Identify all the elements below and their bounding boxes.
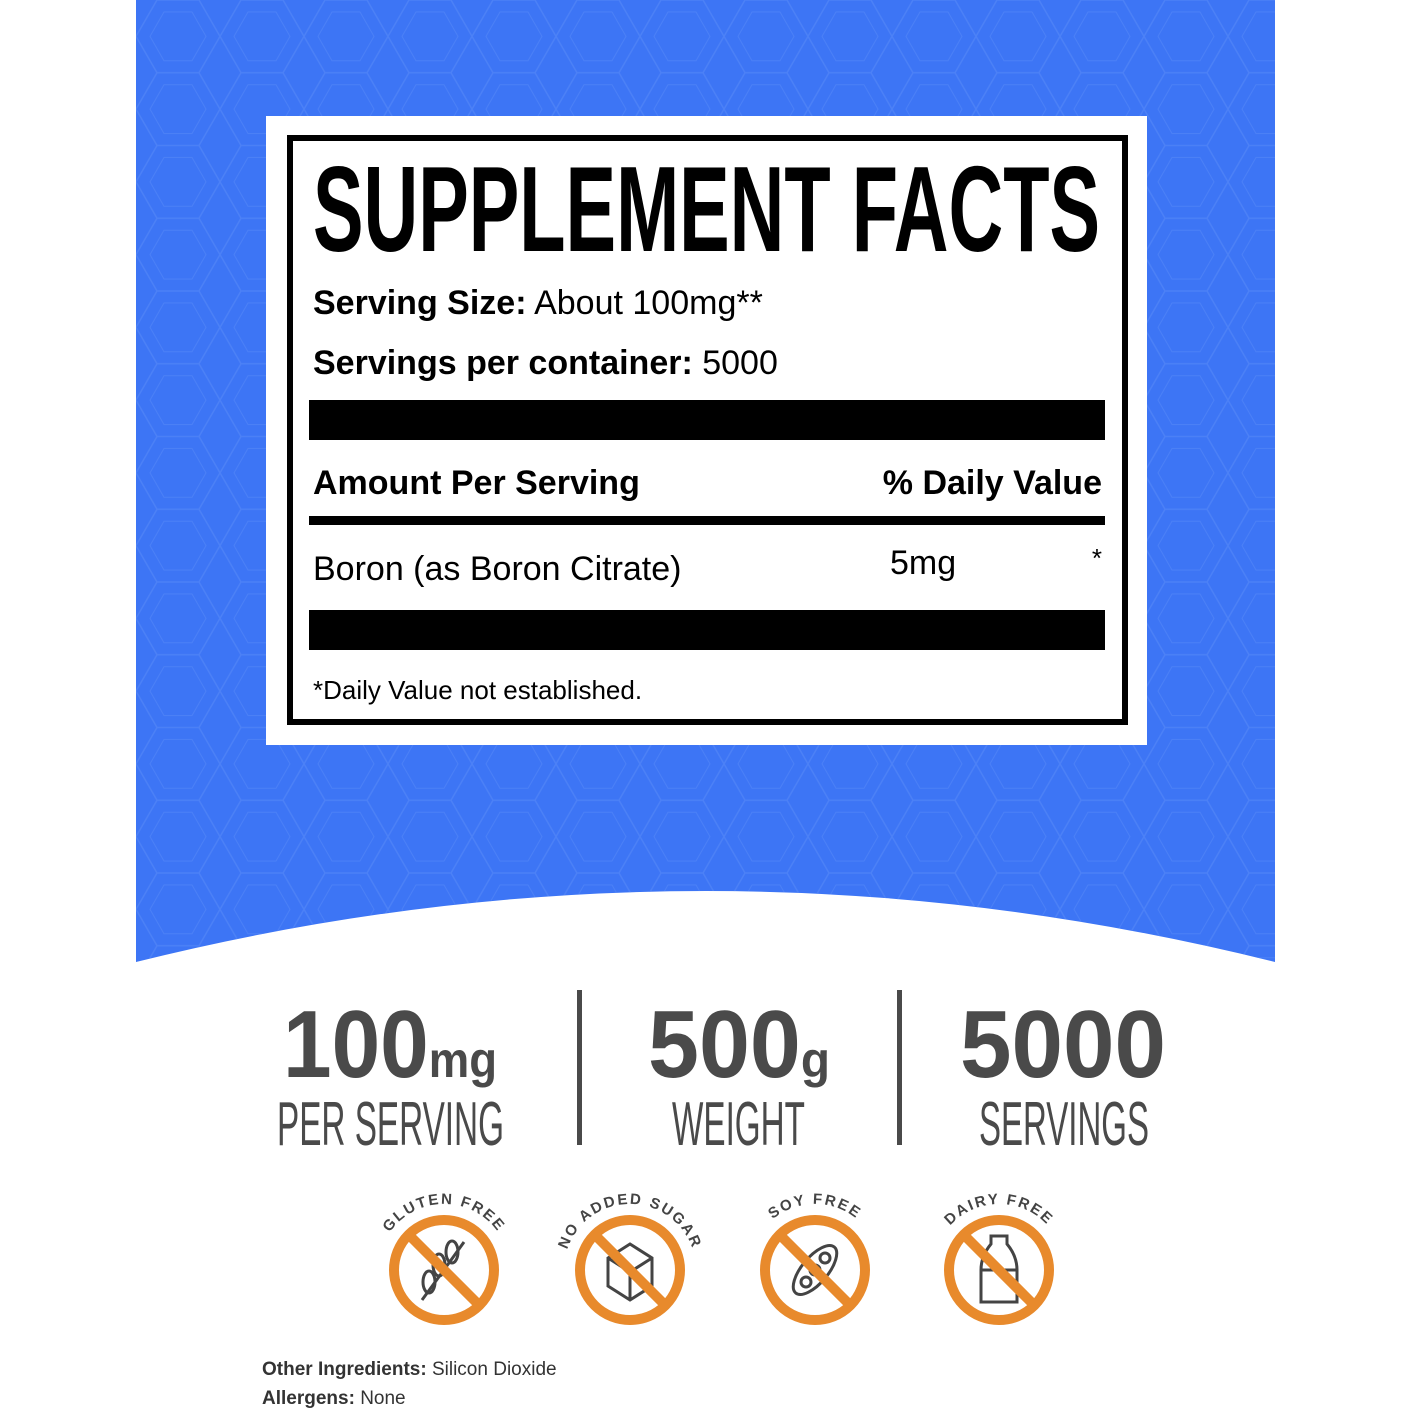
divider (309, 516, 1105, 525)
amount-per-serving-header: Amount Per Serving (313, 464, 640, 502)
stat-divider (577, 990, 582, 1145)
prohibited-slash (776, 1231, 854, 1309)
stats-row: 100mg PER SERVING 500g WEIGHT 5000 SERVI… (277, 991, 1166, 1159)
ingredient-amount: 5mg (890, 544, 957, 582)
ingredient-name: Boron (as Boron Citrate) (313, 550, 682, 588)
serving-size: Serving Size: About 100mg** (313, 284, 763, 322)
allergens: Allergens: None (262, 1388, 406, 1409)
badges: GLUTEN FREE NO ADDED SUGAR SOY FREE DAIR… (379, 1191, 1055, 1325)
badge-dairy-free: DAIRY FREE (941, 1191, 1055, 1325)
daily-value-header: % Daily Value (882, 464, 1102, 502)
prohibited-circle-icon (760, 1215, 870, 1325)
prohibited-slash (591, 1231, 669, 1309)
servings-per-container: Servings per container: 5000 (313, 344, 778, 382)
badge-label: GLUTEN FREE (379, 1191, 508, 1235)
facts-title-graphic: SUPPLEMENT FACTS (313, 141, 1100, 271)
thick-divider (309, 400, 1105, 440)
badge-no-added-sugar: NO ADDED SUGAR (555, 1191, 703, 1325)
prohibited-slash (960, 1231, 1038, 1309)
facts-title: SUPPLEMENT FACTS (313, 141, 1100, 271)
thick-divider (309, 610, 1105, 650)
badge-soy-free: SOY FREE (760, 1191, 870, 1325)
supplement-facts-panel: SUPPLEMENT FACTS Serving Size: About 100… (287, 135, 1128, 725)
stat-per-serving-value: 100mg (283, 991, 497, 1098)
ingredient-dv: * (1091, 543, 1102, 573)
stat-weight-value: 500g (648, 991, 830, 1098)
badge-gluten-free: GLUTEN FREE (379, 1191, 508, 1325)
stat-per-serving-label: PER SERVING (277, 1090, 504, 1159)
prohibited-circle-icon (944, 1215, 1054, 1325)
prohibited-circle-icon (575, 1215, 685, 1325)
prohibited-circle-icon (389, 1215, 499, 1325)
prohibited-slash (405, 1231, 483, 1309)
stat-servings-value: 5000 (960, 991, 1166, 1098)
footnote: *Daily Value not established. (313, 675, 643, 705)
stat-servings-label: SERVINGS (979, 1090, 1149, 1159)
stat-weight-label: WEIGHT (672, 1090, 805, 1159)
other-ingredients: Other Ingredients: Silicon Dioxide (262, 1359, 557, 1380)
stat-divider (897, 990, 902, 1145)
